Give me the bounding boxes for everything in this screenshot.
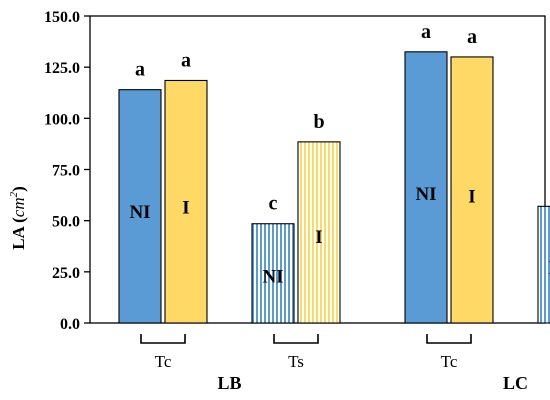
- y-tick-label: 75.0: [52, 163, 80, 180]
- bar-inner-label: I: [182, 198, 189, 219]
- subgroup-label: Ts: [288, 352, 304, 371]
- subgroup-bracket: [273, 334, 319, 344]
- bar-inner-label: I: [468, 186, 475, 207]
- bar-LC-Ts-NI: [537, 205, 550, 324]
- bar-inner-label: NI: [262, 266, 283, 287]
- bar-inner-label: NI: [129, 202, 150, 223]
- subgroup-label: Tc: [155, 352, 172, 371]
- bar-inner-label: I: [315, 227, 322, 248]
- y-tick-label: 125.0: [44, 60, 80, 77]
- y-tick-label: 100.0: [44, 111, 80, 128]
- y-tick-label: 0.0: [60, 316, 80, 333]
- y-axis-label: LA (cm2): [8, 186, 28, 250]
- bar-inner-label: NI: [415, 184, 436, 205]
- subgroup-bracket: [140, 334, 186, 344]
- y-tick-label: 50.0: [52, 214, 80, 231]
- group-label: LB: [217, 373, 241, 393]
- significance-letter: b: [313, 111, 324, 133]
- y-tick-label: 25.0: [52, 265, 80, 282]
- significance-letter: a: [421, 21, 431, 43]
- significance-letter: a: [467, 26, 477, 48]
- significance-letter: c: [269, 193, 278, 215]
- significance-letter: a: [181, 49, 191, 71]
- bar-LC-Tc-NI: [404, 51, 448, 324]
- bar-LB-Tc-NI: [118, 89, 162, 324]
- bar-LC-Tc-I: [450, 56, 494, 324]
- bars: [118, 51, 550, 324]
- bar-LB-Ts-I: [297, 141, 341, 324]
- bar-inner-label: NI: [548, 258, 550, 279]
- significance-letter: a: [135, 59, 145, 81]
- y-tick-label: 150.0: [44, 9, 80, 26]
- subgroup-label: Tc: [441, 352, 458, 371]
- labels: NIaIaTcNIcIbTsLBNIaIaTcNIbIbTsLC: [129, 21, 550, 393]
- bar-LB-Tc-I: [164, 79, 208, 324]
- subgroup-bracket: [426, 334, 472, 344]
- bar-LB-Ts-NI: [251, 223, 295, 324]
- group-label: LC: [503, 373, 528, 393]
